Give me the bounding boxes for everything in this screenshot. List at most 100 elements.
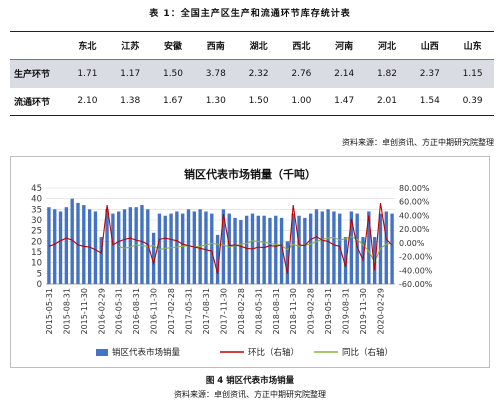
table-cell: 1.38 (120, 96, 141, 107)
bar (204, 211, 208, 284)
bar (210, 213, 214, 284)
left-tick-label: 35 (31, 205, 42, 215)
bar (355, 213, 359, 284)
bar (169, 213, 173, 284)
table-cell: 2.14 (334, 68, 355, 79)
bar (58, 211, 63, 284)
x-tick-label: 2015-05-31 (45, 288, 54, 335)
table-header-cell: 河北 (377, 42, 396, 52)
table-header-cell: 江苏 (121, 42, 140, 52)
right-tick-label: -20.00% (399, 253, 433, 262)
bar (233, 217, 237, 284)
chart-title: 销区代表市场销量（千吨） (184, 167, 316, 181)
figure-caption: 图 4 销区代表市场销量 (205, 376, 295, 386)
x-tick-label: 2017-11-30 (219, 288, 228, 335)
bar (181, 213, 185, 284)
bar (244, 215, 249, 284)
right-tick-label: 40.00% (399, 211, 430, 220)
bar (308, 213, 313, 284)
bar (390, 213, 394, 284)
table-cell: 1.50 (162, 68, 184, 79)
x-tick-label: 2018-05-31 (254, 288, 263, 335)
right-tick-label: 20.00% (399, 225, 430, 234)
table-cell: 1.67 (162, 96, 184, 107)
x-tick-label: 2019-02-28 (307, 288, 316, 335)
table-header-cell: 安徽 (163, 42, 182, 52)
right-tick-label: 60.00% (399, 198, 430, 207)
legend-label: 环比（右轴） (248, 347, 299, 358)
bar (338, 213, 342, 284)
row-label: 生产环节 (14, 70, 51, 81)
table-cell: 1.50 (248, 96, 269, 107)
bar (320, 211, 324, 284)
left-tick-label: 25 (31, 227, 42, 237)
bar (227, 213, 231, 284)
bar (70, 198, 74, 284)
legend: 销区代表市场销量 环比（右轴） 同比（右轴） (96, 347, 393, 358)
bar (82, 205, 86, 284)
left-tick-label: 20 (31, 237, 42, 247)
legend-label: 销区代表市场销量 (112, 347, 181, 358)
x-tick-label: 2017-05-31 (185, 288, 194, 335)
bar (122, 209, 127, 284)
bar (134, 207, 138, 284)
bar (140, 205, 144, 284)
bar (349, 211, 354, 284)
bar (157, 213, 162, 284)
table-header-cell: 湖北 (249, 42, 268, 52)
x-tick-label: 2019-05-31 (324, 288, 333, 335)
x-tick-label: 2020-02-29 (376, 288, 385, 335)
table-cell: 1.30 (205, 96, 226, 107)
table-cell: 1.47 (334, 96, 355, 107)
table-cell: 1.54 (419, 96, 440, 107)
bar (215, 234, 220, 284)
left-tick-label: 0 (37, 280, 42, 290)
bar (192, 211, 197, 284)
table-title: 表 1：全国主产区生产和流通环节库存统计表 (149, 9, 351, 19)
left-tick-label: 30 (31, 216, 42, 226)
bar (256, 215, 260, 284)
x-tick-label: 2018-11-30 (289, 288, 298, 335)
row-label: 流通环节 (14, 97, 51, 108)
table-cell: 1.82 (376, 68, 397, 79)
table-row: 生产环节 1.71 1.17 1.50 3.78 2.32 2.76 2.14 … (10, 59, 494, 88)
bar (384, 211, 388, 284)
x-tick-label: 2015-08-31 (62, 288, 71, 335)
bar (186, 209, 191, 284)
table-cell: 1.71 (77, 68, 98, 79)
bar (303, 217, 307, 284)
bar (64, 207, 69, 284)
table-header-cell: 西南 (206, 42, 225, 52)
yoy-line (118, 236, 393, 264)
inventory-table: 东北 江苏 安徽 西南 湖北 西北 河南 河北 山西 山东 生产环节 1.71 … (10, 31, 494, 116)
bar (53, 209, 57, 284)
table-cell: 2.37 (419, 68, 440, 79)
table-cell: 2.01 (376, 96, 397, 107)
x-tick-label: 2018-08-31 (272, 288, 281, 335)
bar (274, 215, 278, 284)
bar (47, 207, 51, 284)
bar (175, 211, 179, 284)
right-tick-label: -60.00% (399, 280, 433, 289)
bar (297, 215, 301, 284)
x-tick-label: 2019-08-31 (342, 288, 351, 335)
bar (291, 213, 295, 284)
x-tick-label: 2018-02-28 (237, 288, 246, 335)
bar (128, 207, 133, 284)
table-row: 流通环节 2.10 1.38 1.67 1.30 1.50 1.00 1.47 … (10, 88, 494, 116)
gridlines (46, 187, 395, 285)
right-tick-label: 0.00% (399, 239, 425, 248)
bar (268, 217, 272, 284)
x-axis: 2015-05-31 2015-08-31 2015-11-30 2016-02-29… (45, 288, 386, 335)
left-tick-label: 10 (31, 259, 42, 269)
bar (93, 211, 98, 284)
table-cell: 0.39 (462, 96, 483, 107)
table-cell: 2.76 (291, 68, 312, 79)
bar (76, 202, 80, 284)
table-header-cell: 山东 (463, 42, 482, 52)
table-cell: 2.10 (77, 96, 98, 107)
x-tick-label: 2016-02-29 (97, 288, 106, 335)
table-header-cell: 山西 (420, 42, 439, 52)
